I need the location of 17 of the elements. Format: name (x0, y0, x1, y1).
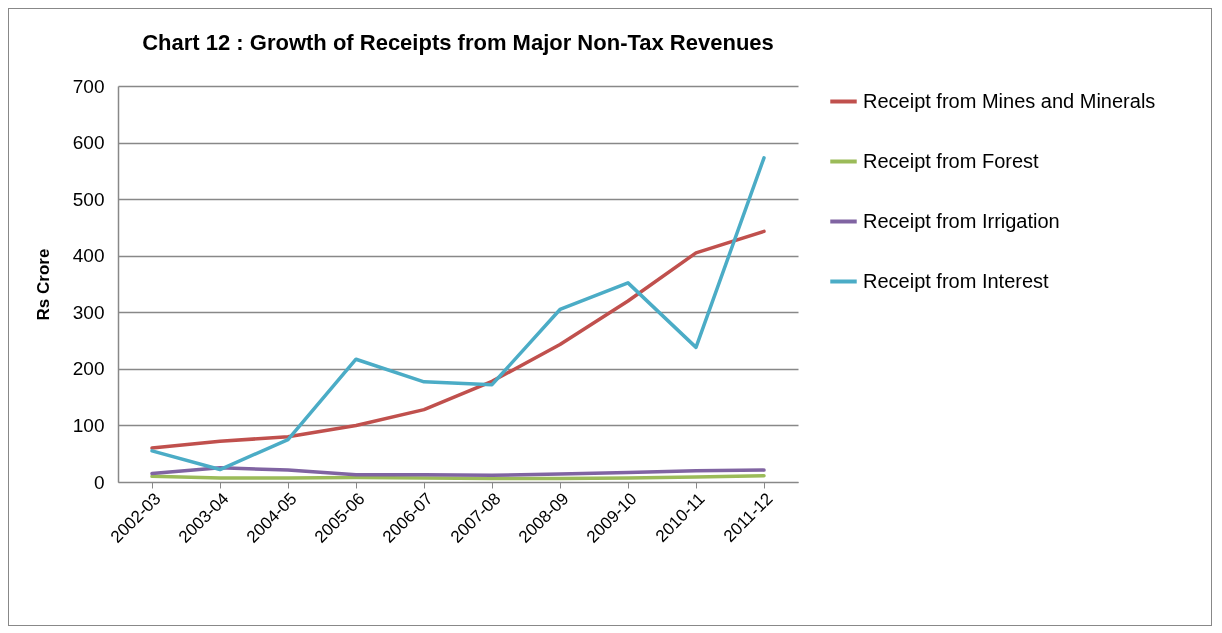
line-series (150, 466, 766, 477)
legend-label: Receipt from Interest (863, 269, 1050, 292)
y-tick-label: 100 (72, 414, 105, 436)
legend-label: Receipt from Irrigation (863, 209, 1060, 232)
y-tick-label: 200 (72, 358, 105, 380)
line-series (150, 156, 766, 472)
y-axis-title: Rs Crore (33, 248, 53, 321)
chart-title: Chart 12 : Growth of Receipts from Major Non-Tax Revenues (142, 30, 774, 55)
y-tick-label: 400 (72, 245, 105, 267)
y-tick-label: 700 (72, 75, 105, 97)
y-tick-label: 300 (72, 301, 105, 323)
y-tick-label: 500 (72, 188, 105, 210)
y-tick-label: 0 (93, 471, 105, 493)
line-series (150, 229, 766, 450)
legend-label: Receipt from Mines and Minerals (863, 89, 1156, 112)
y-tick-label: 600 (72, 132, 105, 154)
legend-label: Receipt from Forest (863, 149, 1040, 172)
